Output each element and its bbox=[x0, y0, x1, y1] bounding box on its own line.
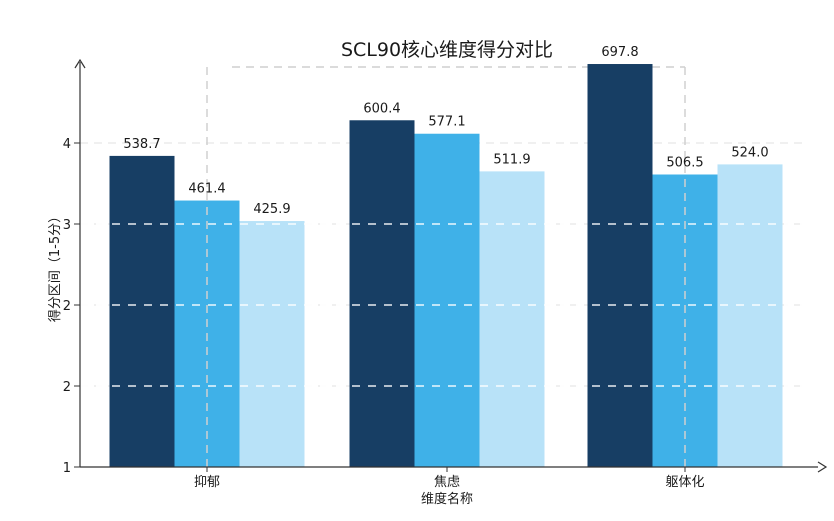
value-label-1-3: 697.8 bbox=[601, 45, 638, 60]
chart-title: SCL90核心维度得分对比 bbox=[341, 39, 553, 61]
y-tick-label-3: 2 bbox=[63, 299, 71, 314]
value-label-1-2: 600.4 bbox=[363, 101, 400, 116]
y-tick-labels: 1 2 2 3 4 bbox=[63, 137, 80, 476]
value-labels: 538.7 600.4 697.8 461.4 577.1 506.5 425.9 511.9… bbox=[123, 45, 768, 217]
bar-1-1 bbox=[109, 155, 175, 467]
value-label-3-3: 524.0 bbox=[731, 145, 768, 160]
x-tick-labels: 抑郁 焦虑 躯体化 bbox=[194, 467, 705, 490]
y-axis-label: 得分区间（1-5分） bbox=[47, 210, 63, 322]
value-label-1-1: 538.7 bbox=[123, 137, 160, 152]
bar-2-2 bbox=[414, 133, 480, 468]
x-tick-label-1: 抑郁 bbox=[194, 475, 220, 490]
value-label-3-2: 511.9 bbox=[493, 152, 530, 167]
value-label-3-1: 425.9 bbox=[253, 202, 290, 217]
x-tick-label-3: 躯体化 bbox=[665, 474, 704, 490]
grid-overlay bbox=[80, 67, 805, 467]
bar-1-3 bbox=[587, 64, 653, 467]
x-axis-arrow-icon bbox=[817, 461, 828, 473]
y-tick-label-1: 1 bbox=[63, 461, 71, 476]
bar-3-1 bbox=[239, 221, 305, 467]
value-label-2-2: 577.1 bbox=[428, 115, 465, 130]
bar-1-2 bbox=[349, 120, 415, 468]
x-tick-label-2: 焦虑 bbox=[434, 475, 460, 490]
y-tick-label-2: 2 bbox=[63, 380, 71, 395]
bar-3-3 bbox=[717, 164, 783, 467]
value-label-2-1: 461.4 bbox=[188, 182, 225, 197]
y-tick-label-5: 4 bbox=[63, 137, 71, 152]
x-axis-label: 维度名称 bbox=[421, 491, 473, 507]
bar-3-2 bbox=[479, 171, 545, 467]
axes bbox=[74, 58, 828, 473]
y-axis-arrow-icon bbox=[74, 58, 86, 69]
y-tick-label-4: 3 bbox=[63, 218, 71, 233]
value-label-2-3: 506.5 bbox=[666, 155, 703, 170]
